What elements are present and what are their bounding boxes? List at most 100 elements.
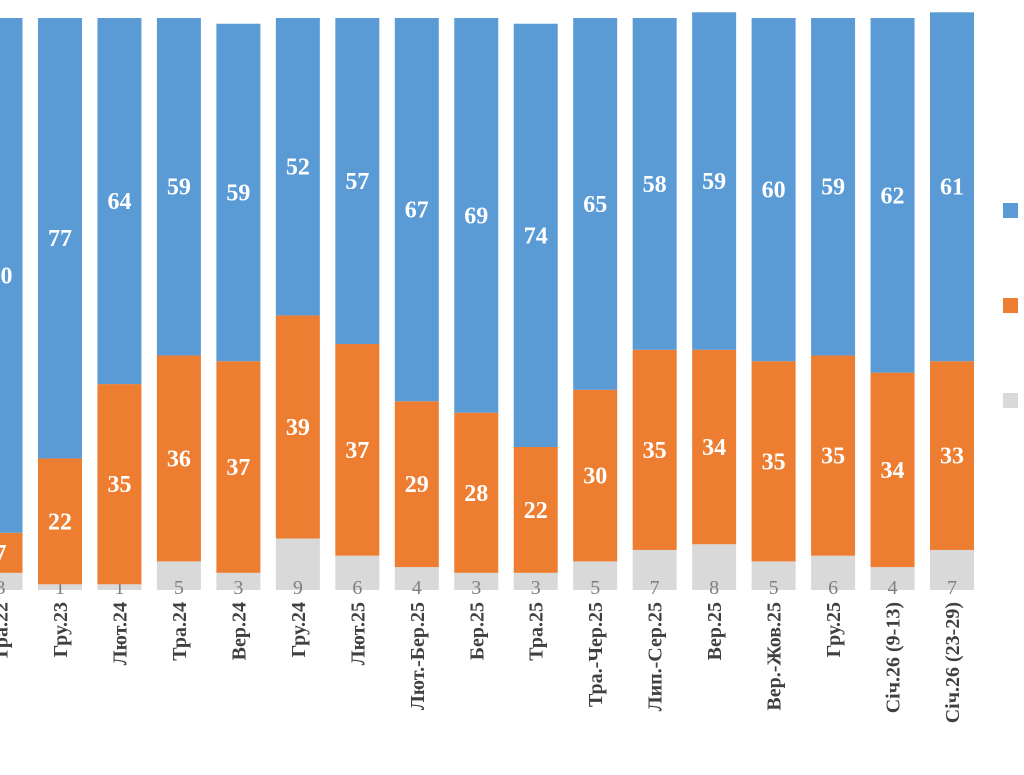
data-label: 30 xyxy=(583,464,607,490)
category-label: Вер.24 xyxy=(228,602,250,660)
data-label: 62 xyxy=(881,183,905,209)
bar-segment xyxy=(573,561,618,590)
bar-segment xyxy=(513,23,558,447)
data-label: 7 xyxy=(947,577,957,599)
data-label: 5 xyxy=(590,577,600,599)
bar-segment xyxy=(751,361,796,562)
data-label: 35 xyxy=(821,444,845,470)
bar-segment xyxy=(97,584,142,590)
data-label: 59 xyxy=(167,175,191,201)
data-label: 29 xyxy=(405,472,429,498)
bar-segment xyxy=(751,18,796,362)
data-label: 35 xyxy=(762,449,786,475)
bar-segment xyxy=(275,315,320,539)
bar-segment xyxy=(335,555,380,590)
bar-segment xyxy=(573,389,618,562)
data-label: 1 xyxy=(114,577,124,599)
data-label: 6 xyxy=(828,577,838,599)
bar-segment xyxy=(454,412,499,573)
data-label: 61 xyxy=(940,175,964,201)
data-label: 65 xyxy=(583,192,607,218)
bar-segment xyxy=(0,572,23,590)
data-label: 5 xyxy=(769,577,779,599)
category-label: Вер.25 xyxy=(704,602,726,660)
data-label: 60 xyxy=(762,178,786,204)
data-label: 7 xyxy=(650,577,660,599)
data-label: 59 xyxy=(226,180,250,206)
category-label: Лют.25 xyxy=(347,602,369,665)
bar-segment xyxy=(156,561,201,590)
bar-segment xyxy=(811,18,856,356)
bar-segment xyxy=(37,458,82,585)
category-label: Бер.25 xyxy=(466,602,488,660)
bar-segment xyxy=(37,18,82,459)
bar-segment xyxy=(930,12,975,362)
bar-segment xyxy=(513,572,558,590)
category-label: Січ.26 (23-29) xyxy=(942,602,964,723)
data-label: 35 xyxy=(107,472,131,498)
bar-segment xyxy=(0,18,23,533)
bar-segment xyxy=(156,18,201,356)
bar-segment xyxy=(692,544,737,590)
data-label: 34 xyxy=(881,458,905,484)
bar-segment xyxy=(275,18,320,316)
bar-segment xyxy=(632,349,677,550)
bar-segment xyxy=(335,18,380,345)
bar-segment xyxy=(335,344,380,556)
bar-segment xyxy=(454,572,499,590)
bar-segment xyxy=(216,361,261,573)
data-label: 33 xyxy=(940,444,964,470)
bar-segment xyxy=(751,561,796,590)
bar-segment xyxy=(216,572,261,590)
data-label: 35 xyxy=(643,438,667,464)
data-label: 3 xyxy=(531,577,541,599)
data-label: 36 xyxy=(167,446,191,472)
data-label: 90 xyxy=(0,263,13,289)
category-label: Лют.24 xyxy=(109,602,131,665)
bar-segment xyxy=(573,18,618,390)
data-label: 22 xyxy=(48,509,72,535)
bar-segment xyxy=(632,549,677,590)
category-label: Вер.-Жов.25 xyxy=(764,602,786,711)
data-label: 4 xyxy=(412,577,422,599)
bar-segment xyxy=(811,555,856,590)
bar-segment xyxy=(632,18,677,350)
category-label: Лип.-Сер.25 xyxy=(645,602,667,711)
data-label: 58 xyxy=(643,172,667,198)
data-label: 4 xyxy=(888,577,898,599)
bar-segment xyxy=(454,18,499,413)
data-label: 52 xyxy=(286,155,310,181)
data-label: 3 xyxy=(0,577,6,599)
bar-segment xyxy=(37,584,82,590)
bar-segment xyxy=(692,12,737,350)
data-label: 5 xyxy=(174,577,184,599)
data-label: 74 xyxy=(524,223,548,249)
bar-segment xyxy=(870,372,915,568)
bar-segment xyxy=(97,384,142,585)
bar-segment xyxy=(870,567,915,590)
data-label: 8 xyxy=(709,577,719,599)
data-label: 39 xyxy=(286,415,310,441)
category-label: Тра.25 xyxy=(526,602,548,661)
data-label: 64 xyxy=(107,189,131,215)
data-label: 77 xyxy=(48,226,72,252)
data-label: 67 xyxy=(405,198,429,224)
bar-segment xyxy=(394,567,439,590)
data-label: 28 xyxy=(464,481,488,507)
data-label: 3 xyxy=(471,577,481,599)
bar-segment xyxy=(930,361,975,550)
data-label: 59 xyxy=(702,169,726,195)
data-label: 3 xyxy=(233,577,243,599)
bar-segment xyxy=(692,349,737,545)
category-label: Січ.26 (9-13) xyxy=(883,602,905,713)
data-label: 1 xyxy=(55,577,65,599)
bar-segment xyxy=(811,355,856,556)
category-label: Гру.24 xyxy=(288,602,310,657)
data-label: 22 xyxy=(524,498,548,524)
data-label: 9 xyxy=(293,577,303,599)
bar-segment xyxy=(513,447,558,573)
legend-swatch xyxy=(1003,298,1018,313)
category-label: Лют.-Бер.25 xyxy=(407,602,429,710)
data-label: 69 xyxy=(464,203,488,229)
bar-segment xyxy=(870,18,915,373)
